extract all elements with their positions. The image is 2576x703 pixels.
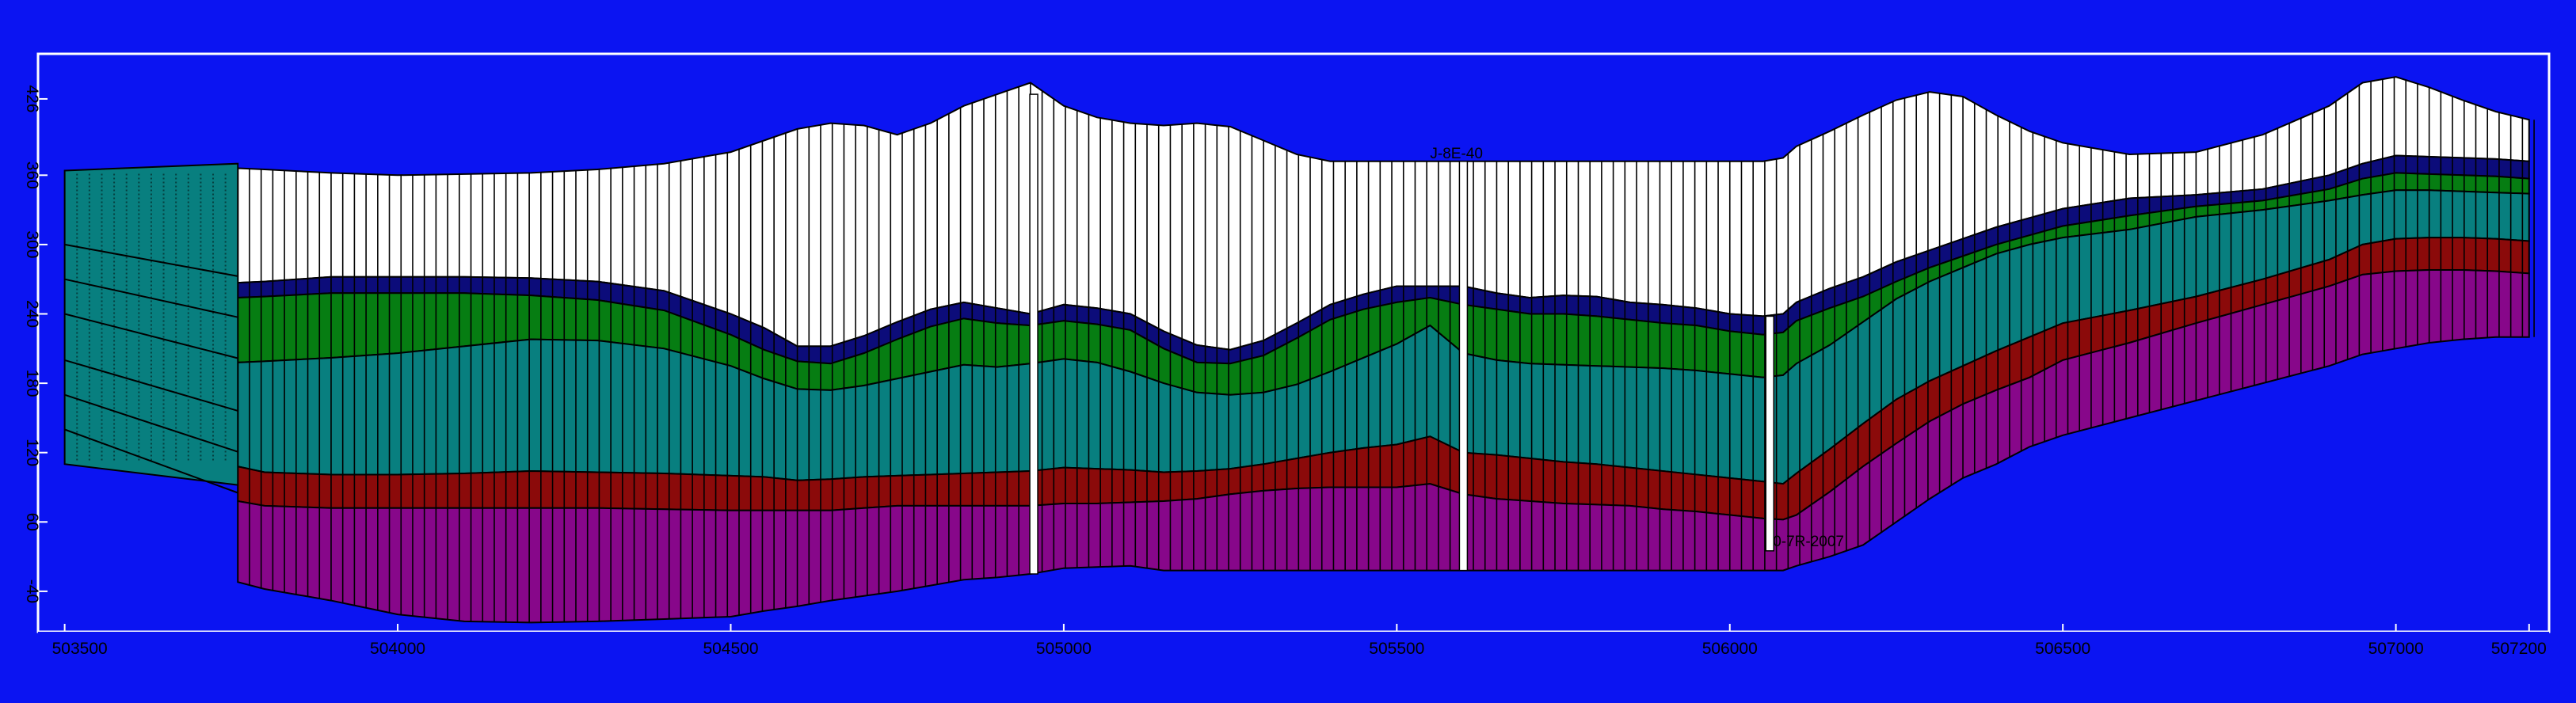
y-tick-label: 120 — [23, 439, 41, 466]
well-label-3: 0-7R-2007 — [1773, 534, 1844, 550]
well-1 — [1029, 93, 1038, 575]
geologic-layers — [237, 76, 2530, 624]
x-tick-label: 505500 — [1369, 640, 1424, 658]
grid-column-lines — [237, 77, 2535, 623]
y-tick-label: 300 — [23, 230, 41, 258]
y-tick-label: 60 — [23, 513, 41, 531]
x-axis: 503500 504000 504500 505000 505500 506000 5065… — [38, 624, 2549, 679]
left-block-layer-line — [64, 278, 238, 318]
left-block-layer-line — [64, 243, 238, 277]
x-tick-label: 504000 — [370, 640, 425, 658]
left-block-layer-line — [64, 428, 238, 494]
y-tick-label: -40 — [23, 580, 41, 603]
well-label-2: J-8E-40 — [1430, 146, 1483, 162]
x-tick-label: 507000 — [2368, 640, 2424, 658]
left-block-layer-line — [64, 359, 238, 412]
well-2 — [1458, 161, 1469, 572]
well-3 — [1765, 315, 1774, 552]
x-axis-band — [38, 632, 2549, 679]
y-axis: -40 60 120 180 240 300 360 426 — [23, 85, 48, 603]
y-tick-label: 240 — [23, 300, 41, 328]
x-tick-label: 503500 — [52, 640, 108, 658]
wells: J-8E-40 0-7R-2007 — [1029, 93, 1844, 575]
left-boundary-block — [63, 162, 239, 494]
y-tick-label: 180 — [23, 370, 41, 397]
x-tick-label: 507200 — [2491, 640, 2547, 658]
y-tick-label: 426 — [23, 85, 41, 112]
y-tick-label: 360 — [23, 162, 41, 189]
left-block-layer-line — [64, 313, 238, 359]
x-tick-label: 505000 — [1036, 640, 1092, 658]
x-tick-label: 504500 — [703, 640, 758, 658]
layer-purple — [237, 269, 2530, 624]
left-block-layer-line — [64, 393, 238, 453]
x-tick-label: 506000 — [1702, 640, 1758, 658]
x-tick-label: 506500 — [2035, 640, 2090, 658]
